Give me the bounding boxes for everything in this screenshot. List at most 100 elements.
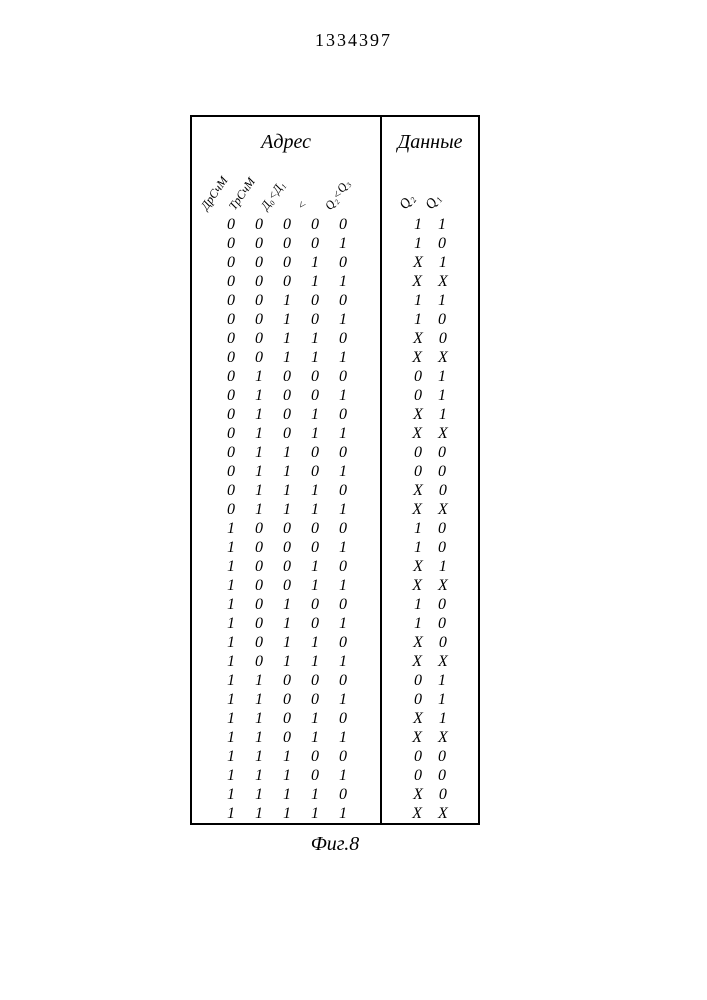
table-header-row: Адрес Данные bbox=[191, 116, 479, 167]
data-cell: X X bbox=[381, 500, 479, 519]
table-row: 1 1 0 1 0X 1 bbox=[191, 709, 479, 728]
data-cell: X 0 bbox=[381, 785, 479, 804]
data-cell: 1 0 bbox=[381, 310, 479, 329]
table-row: 0 1 1 1 1X X bbox=[191, 500, 479, 519]
addr-bit-label: Д₀<Д₁ bbox=[258, 178, 288, 213]
table-row: 0 0 0 1 1X X bbox=[191, 272, 479, 291]
table-row: 1 1 0 0 00 1 bbox=[191, 671, 479, 690]
data-cell: X X bbox=[381, 272, 479, 291]
addr-cell: 1 1 0 0 1 bbox=[191, 690, 381, 709]
table-row: 1 1 1 1 0X 0 bbox=[191, 785, 479, 804]
table-row: 0 1 1 1 0X 0 bbox=[191, 481, 479, 500]
data-cell: 0 1 bbox=[381, 386, 479, 405]
data-subheader-cell: Q₂ Q₁ bbox=[382, 167, 478, 215]
table-row: 1 0 1 0 01 0 bbox=[191, 595, 479, 614]
addr-cell: 1 1 1 0 0 bbox=[191, 747, 381, 766]
addr-bit-label: Q₂<Q₃ bbox=[322, 177, 354, 213]
addr-bit-label: ТрСчМ bbox=[226, 175, 259, 213]
data-cell: X 1 bbox=[381, 557, 479, 576]
table-row: 1 1 0 1 1X X bbox=[191, 728, 479, 747]
data-bit-label: Q₁ bbox=[423, 192, 445, 213]
addr-cell: 0 1 1 1 0 bbox=[191, 481, 381, 500]
table-row: 0 1 1 0 10 0 bbox=[191, 462, 479, 481]
addr-cell: 1 1 1 1 0 bbox=[191, 785, 381, 804]
addr-cell: 1 1 0 1 0 bbox=[191, 709, 381, 728]
addr-cell: 1 0 1 1 1 bbox=[191, 652, 381, 671]
table-body: 0 0 0 0 01 10 0 0 0 11 00 0 0 1 0X 10 0 … bbox=[191, 215, 479, 824]
data-cell: X 1 bbox=[381, 709, 479, 728]
figure: Адрес Данные ДрСчМ ТрСчМ Д₀<Д₁ < Q₂<Q₃ Q… bbox=[190, 115, 480, 856]
addr-cell: 0 0 0 1 1 bbox=[191, 272, 381, 291]
addr-cell: 1 0 1 0 1 bbox=[191, 614, 381, 633]
table-row: 0 0 0 1 0X 1 bbox=[191, 253, 479, 272]
addr-cell: 0 1 1 0 1 bbox=[191, 462, 381, 481]
table-row: 0 0 0 0 01 1 bbox=[191, 215, 479, 234]
addr-cell: 1 1 1 0 1 bbox=[191, 766, 381, 785]
table-row: 0 1 0 1 0X 1 bbox=[191, 405, 479, 424]
data-cell: 0 1 bbox=[381, 690, 479, 709]
data-cell: 0 0 bbox=[381, 443, 479, 462]
table-row: 1 0 0 0 01 0 bbox=[191, 519, 479, 538]
data-cell: 0 0 bbox=[381, 747, 479, 766]
data-cell: X X bbox=[381, 424, 479, 443]
table-row: 1 0 1 0 11 0 bbox=[191, 614, 479, 633]
addr-cell: 0 0 1 0 0 bbox=[191, 291, 381, 310]
table-row: 1 0 0 1 1X X bbox=[191, 576, 479, 595]
truth-table: Адрес Данные ДрСчМ ТрСчМ Д₀<Д₁ < Q₂<Q₃ Q… bbox=[190, 115, 480, 825]
addr-bit-label: < bbox=[294, 198, 311, 213]
table-row: 1 0 1 1 0X 0 bbox=[191, 633, 479, 652]
table-row: 1 0 0 0 11 0 bbox=[191, 538, 479, 557]
table-row: 1 1 1 0 10 0 bbox=[191, 766, 479, 785]
data-cell: 1 1 bbox=[381, 291, 479, 310]
addr-cell: 1 1 0 1 1 bbox=[191, 728, 381, 747]
addr-cell: 1 0 0 1 1 bbox=[191, 576, 381, 595]
table-row: 0 0 1 1 0X 0 bbox=[191, 329, 479, 348]
data-cell: X X bbox=[381, 804, 479, 824]
table-row: 1 1 1 0 00 0 bbox=[191, 747, 479, 766]
data-cell: 0 1 bbox=[381, 367, 479, 386]
data-cell: X 0 bbox=[381, 481, 479, 500]
data-cell: X 0 bbox=[381, 633, 479, 652]
table-row: 1 1 0 0 10 1 bbox=[191, 690, 479, 709]
table-row: 0 0 1 0 11 0 bbox=[191, 310, 479, 329]
figure-caption: Фиг.8 bbox=[190, 833, 480, 856]
addr-cell: 0 1 0 0 0 bbox=[191, 367, 381, 386]
data-bit-label: Q₂ bbox=[397, 192, 419, 213]
header-data: Данные bbox=[381, 116, 479, 167]
table-row: 0 0 0 0 11 0 bbox=[191, 234, 479, 253]
data-cell: 1 0 bbox=[381, 595, 479, 614]
addr-cell: 1 1 0 0 0 bbox=[191, 671, 381, 690]
addr-cell: 0 0 1 1 0 bbox=[191, 329, 381, 348]
table-row: 1 0 0 1 0X 1 bbox=[191, 557, 479, 576]
address-subheader-cell: ДрСчМ ТрСчМ Д₀<Д₁ < Q₂<Q₃ bbox=[192, 167, 380, 215]
addr-cell: 1 1 1 1 1 bbox=[191, 804, 381, 824]
table-row: 0 1 0 1 1X X bbox=[191, 424, 479, 443]
addr-bit-label: ДрСчМ bbox=[198, 174, 232, 213]
addr-cell: 1 0 0 0 1 bbox=[191, 538, 381, 557]
addr-cell: 0 0 1 0 1 bbox=[191, 310, 381, 329]
table-row: 0 1 1 0 00 0 bbox=[191, 443, 479, 462]
addr-cell: 0 1 1 1 1 bbox=[191, 500, 381, 519]
addr-cell: 0 0 1 1 1 bbox=[191, 348, 381, 367]
addr-cell: 1 0 1 1 0 bbox=[191, 633, 381, 652]
addr-cell: 1 0 0 1 0 bbox=[191, 557, 381, 576]
addr-cell: 0 1 0 1 1 bbox=[191, 424, 381, 443]
data-cell: 1 0 bbox=[381, 538, 479, 557]
data-cell: X X bbox=[381, 576, 479, 595]
data-cell: X 1 bbox=[381, 253, 479, 272]
data-cell: 1 1 bbox=[381, 215, 479, 234]
addr-cell: 1 0 1 0 0 bbox=[191, 595, 381, 614]
data-cell: 0 1 bbox=[381, 671, 479, 690]
header-address: Адрес bbox=[191, 116, 381, 167]
addr-cell: 0 1 0 1 0 bbox=[191, 405, 381, 424]
data-cell: X X bbox=[381, 652, 479, 671]
addr-cell: 0 0 0 0 0 bbox=[191, 215, 381, 234]
data-cell: X 0 bbox=[381, 329, 479, 348]
addr-cell: 0 1 0 0 1 bbox=[191, 386, 381, 405]
table-row: 1 1 1 1 1X X bbox=[191, 804, 479, 824]
data-cell: 1 0 bbox=[381, 614, 479, 633]
table-row: 1 0 1 1 1X X bbox=[191, 652, 479, 671]
addr-cell: 0 0 0 0 1 bbox=[191, 234, 381, 253]
data-cell: 0 0 bbox=[381, 766, 479, 785]
data-cell: X X bbox=[381, 348, 479, 367]
